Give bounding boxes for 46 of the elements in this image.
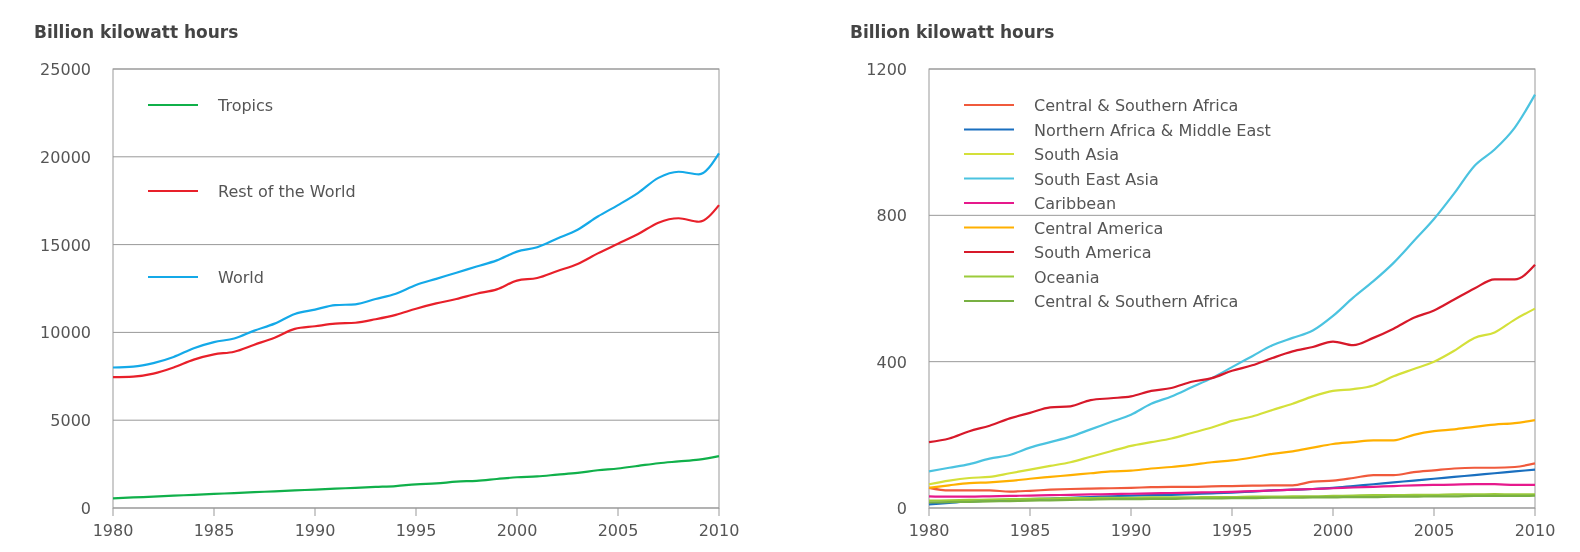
x-tick-label: 1995	[395, 521, 437, 540]
y-tick-label: 0	[896, 499, 907, 518]
x-tick-label: 2000	[496, 521, 538, 540]
legend-label: Central & Southern Africa	[1034, 96, 1239, 115]
y-tick-label: 1200	[866, 60, 907, 79]
legend-label: World	[218, 268, 264, 287]
x-tick-label: 1985	[193, 521, 235, 540]
x-tick-label: 2010	[698, 521, 740, 540]
line-series	[927, 307, 1537, 486]
legend-label: Tropics	[217, 96, 274, 115]
y-tick-label: 800	[876, 206, 907, 226]
legend-label: Central & Southern Africa	[1034, 292, 1239, 311]
x-tick-label: 1980	[92, 521, 134, 540]
legend-label: Northern Africa & Middle East	[1034, 120, 1271, 140]
y-axis-title: Billion kilowatt hours	[34, 22, 239, 42]
line-series	[927, 483, 1537, 498]
line-series	[111, 152, 721, 369]
legend-label: South Asia	[1034, 145, 1120, 164]
line-series	[111, 203, 721, 379]
x-tick-label: 1980	[908, 521, 950, 540]
legend-label: Oceania	[1034, 267, 1100, 287]
x-tick-label: 2010	[1514, 521, 1556, 540]
y-axis-title: Billion kilowatt hours	[850, 22, 1055, 42]
y-tick-label: 0	[80, 499, 91, 518]
y-tick-label: 25000	[40, 60, 91, 79]
legend-label: Rest of the World	[218, 182, 356, 201]
x-tick-label: 1990	[1110, 521, 1152, 540]
line-series	[111, 455, 721, 500]
x-tick-label: 2005	[1413, 521, 1455, 540]
y-tick-label: 20000	[40, 147, 91, 167]
y-tick-label: 400	[876, 352, 907, 372]
line-series	[927, 419, 1537, 489]
line-series	[927, 93, 1537, 473]
x-tick-label: 1995	[1211, 521, 1253, 540]
line-series	[927, 263, 1537, 444]
x-tick-label: 2000	[1312, 521, 1354, 540]
x-tick-label: 1990	[294, 521, 336, 540]
legend-label: South East Asia	[1034, 169, 1159, 189]
y-tick-label: 10000	[40, 323, 91, 343]
legend-label: Central America	[1034, 218, 1164, 238]
y-tick-label: 5000	[50, 411, 91, 431]
legend-label: South America	[1034, 243, 1152, 262]
x-tick-label: 1985	[1009, 521, 1051, 540]
y-tick-label: 15000	[40, 235, 91, 255]
legend-label: Caribbean	[1034, 194, 1117, 213]
x-tick-label: 2005	[597, 521, 639, 540]
